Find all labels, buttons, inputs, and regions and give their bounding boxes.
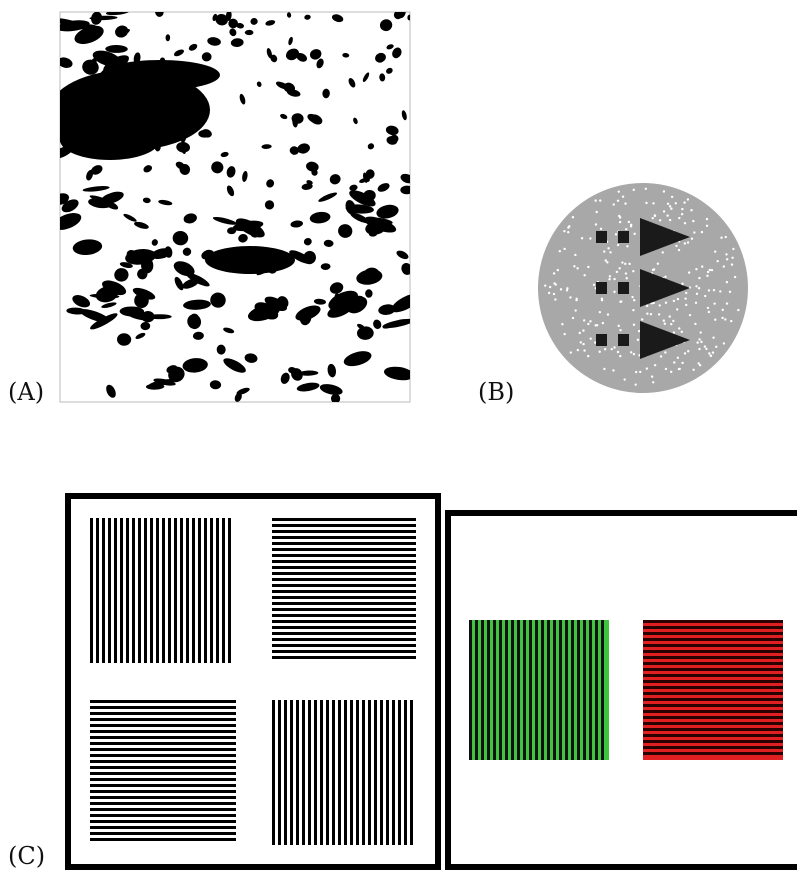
motion-stimulus [538,183,748,393]
grating [643,620,783,760]
figure-art [0,0,797,877]
grating [469,620,609,760]
figure: (A) (B) (C) [0,0,797,877]
dalmatian-image [50,6,422,403]
